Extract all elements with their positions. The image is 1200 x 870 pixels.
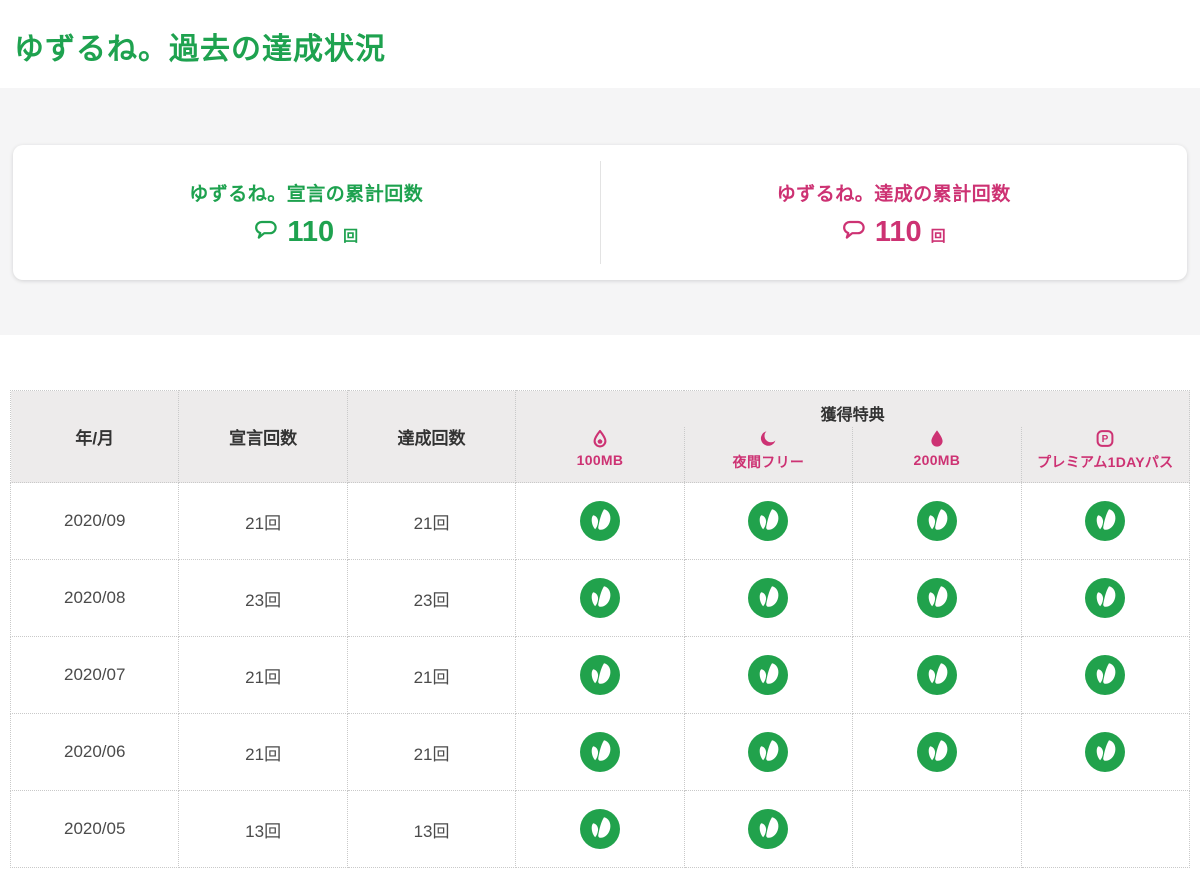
speech-bubble-icon (254, 220, 278, 245)
achieved-leaf-icon (748, 809, 789, 849)
reward-empty-cell (1020, 790, 1191, 868)
achieved-cell: 21回 (346, 482, 517, 560)
achieved-cell: 21回 (346, 636, 517, 714)
declared-cell: 21回 (178, 713, 348, 791)
achieved-leaf-icon (748, 732, 789, 772)
declare-total-stat: ゆずるね。宣言の累計回数 110 回 (13, 179, 600, 247)
table-row: 2020/06 21回 21回 (9, 713, 1191, 791)
table-row: 2020/05 13回 13回 (9, 790, 1191, 868)
table-header: 年/月 宣言回数 達成回数 獲得特典 100MB (9, 390, 1190, 483)
achieve-total-number: 110 (874, 215, 922, 248)
reward-label-100mb: 100MB (576, 452, 624, 468)
droplet-filled-icon (853, 429, 1020, 449)
month-cell: 2020/08 (9, 559, 180, 637)
column-header-rewards-group: 獲得特典 100MB (515, 390, 1190, 483)
achieved-leaf-icon (916, 501, 957, 541)
month-cell: 2020/07 (9, 636, 180, 714)
declared-cell: 21回 (178, 636, 348, 714)
reward-achieved-cell (1020, 482, 1191, 560)
speech-bubble-icon (842, 220, 866, 245)
spacer (0, 335, 1200, 390)
table-body: 2020/09 21回 21回 2020/08 23回 23回 (9, 482, 1191, 868)
achieve-total-value: 110 回 (601, 215, 1188, 248)
achieved-leaf-icon (916, 578, 957, 618)
column-header-achieved: 達成回数 (346, 390, 517, 483)
reward-column-night-free: 夜間フリー (683, 427, 852, 482)
reward-label-night-free: 夜間フリー (732, 454, 805, 470)
summary-band: ゆずるね。宣言の累計回数 110 回 ゆずるね。達成の累計回数 (0, 88, 1200, 335)
table-row: 2020/07 21回 21回 (9, 636, 1191, 714)
summary-card: ゆずるね。宣言の累計回数 110 回 ゆずるね。達成の累計回数 (13, 145, 1187, 280)
achieved-leaf-icon (1085, 501, 1126, 541)
card-divider (599, 161, 601, 264)
reward-achieved-cell (683, 636, 854, 714)
month-cell: 2020/09 (9, 482, 180, 560)
column-header-month: 年/月 (9, 390, 180, 483)
declare-total-label: ゆずるね。宣言の累計回数 (189, 183, 424, 205)
column-header-declared: 宣言回数 (178, 390, 348, 483)
reward-achieved-cell (852, 636, 1022, 714)
page-header: ゆずるね。過去の達成状況 (0, 0, 1200, 88)
reward-achieved-cell (683, 713, 854, 791)
reward-achieved-cell (852, 713, 1022, 791)
svg-text:P: P (1102, 434, 1109, 445)
achieved-cell: 23回 (346, 559, 517, 637)
achieved-leaf-icon (748, 501, 789, 541)
reward-column-100mb: 100MB (516, 427, 683, 482)
declared-cell: 21回 (178, 482, 348, 560)
declare-total-number: 110 (287, 215, 335, 248)
reward-column-200mb: 200MB (852, 427, 1020, 482)
reward-achieved-cell (515, 636, 685, 714)
reward-achieved-cell (1020, 636, 1191, 714)
reward-achieved-cell (683, 559, 854, 637)
achieved-leaf-icon (916, 655, 957, 695)
achieved-leaf-icon (579, 655, 620, 695)
reward-achieved-cell (1020, 713, 1191, 791)
reward-label-premium-pass: プレミアム1DAYパス (1037, 454, 1174, 470)
achieved-leaf-icon (1085, 578, 1126, 618)
achieve-total-stat: ゆずるね。達成の累計回数 110 回 (601, 179, 1188, 247)
reward-achieved-cell (1020, 559, 1191, 637)
reward-achieved-cell (683, 482, 854, 560)
achieved-leaf-icon (579, 501, 620, 541)
reward-achieved-cell (683, 790, 854, 868)
achieved-leaf-icon (579, 809, 620, 849)
declared-cell: 23回 (178, 559, 348, 637)
achieved-leaf-icon (579, 732, 620, 772)
achieve-total-label: ゆずるね。達成の累計回数 (776, 183, 1011, 205)
month-cell: 2020/05 (9, 790, 180, 868)
achieved-leaf-icon (748, 578, 789, 618)
reward-achieved-cell (515, 790, 685, 868)
achieve-total-unit: 回 (930, 227, 946, 245)
achieved-leaf-icon (916, 732, 957, 772)
achieved-cell: 13回 (346, 790, 517, 868)
achieved-leaf-icon (579, 578, 620, 618)
reward-achieved-cell (515, 482, 685, 560)
reward-label-200mb: 200MB (913, 452, 961, 468)
reward-achieved-cell (515, 713, 685, 791)
reward-empty-cell (852, 790, 1022, 868)
achievement-history-table: 年/月 宣言回数 達成回数 獲得特典 100MB (9, 390, 1191, 868)
table-row: 2020/09 21回 21回 (9, 482, 1191, 560)
table-row: 2020/08 23回 23回 (9, 559, 1191, 637)
declare-total-unit: 回 (343, 227, 359, 245)
reward-achieved-cell (852, 482, 1022, 560)
reward-column-premium-pass: P プレミアム1DAYパス (1020, 427, 1189, 482)
achieved-cell: 21回 (346, 713, 517, 791)
premium-pass-icon: P (1022, 429, 1189, 449)
reward-achieved-cell (515, 559, 685, 637)
achieved-leaf-icon (748, 655, 789, 695)
achieved-leaf-icon (1085, 655, 1126, 695)
rewards-group-title: 獲得特典 (820, 407, 885, 424)
reward-achieved-cell (852, 559, 1022, 637)
declare-total-value: 110 回 (13, 215, 600, 248)
droplet-outline-icon (516, 429, 683, 449)
achieved-leaf-icon (1085, 732, 1126, 772)
month-cell: 2020/06 (9, 713, 180, 791)
moon-icon (685, 429, 852, 449)
page-title: ゆずるね。過去の達成状況 (14, 33, 386, 66)
declared-cell: 13回 (178, 790, 348, 868)
